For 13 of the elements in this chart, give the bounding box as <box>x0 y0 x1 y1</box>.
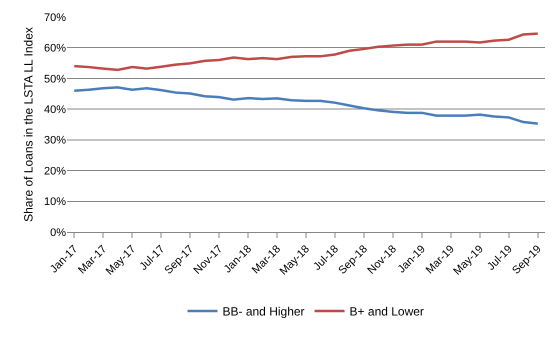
line-series <box>72 32 540 72</box>
legend-label: BB- and Higher <box>222 304 305 319</box>
y-tick-label: 50% <box>44 73 66 86</box>
y-tick-label: 60% <box>44 42 66 55</box>
y-tick-label: 0% <box>50 226 66 239</box>
legend-label: B+ and Lower <box>350 304 424 319</box>
y-tick-label: 30% <box>44 134 66 147</box>
y-tick-label: 70% <box>44 12 66 24</box>
y-axis-title: Share of Loans in the LSTA LL Index <box>21 27 36 222</box>
y-tick-label: 20% <box>44 165 66 178</box>
line-series <box>72 86 540 125</box>
y-tick-label: 40% <box>44 104 66 116</box>
y-tick-label: 10% <box>44 196 66 208</box>
